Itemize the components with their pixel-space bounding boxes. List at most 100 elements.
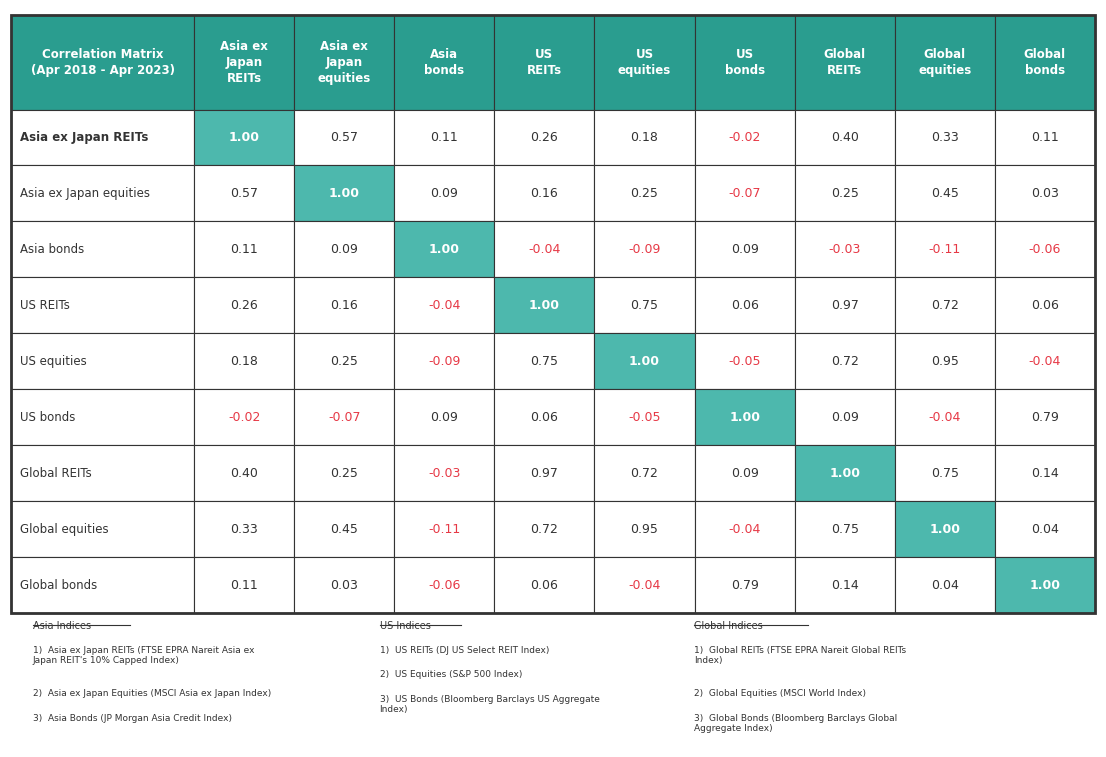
Text: -0.04: -0.04 <box>929 411 961 424</box>
Bar <box>794 166 895 222</box>
Bar <box>11 445 194 501</box>
Text: Global bonds: Global bonds <box>20 578 97 592</box>
Text: 0.26: 0.26 <box>531 131 559 144</box>
Bar <box>11 277 194 333</box>
Text: 0.72: 0.72 <box>531 523 559 536</box>
Text: -0.11: -0.11 <box>428 523 460 536</box>
Bar <box>594 501 695 557</box>
Bar <box>794 445 895 501</box>
Bar <box>11 222 194 277</box>
Text: 0.11: 0.11 <box>230 243 258 256</box>
Bar <box>194 389 294 445</box>
Text: Asia
bonds: Asia bonds <box>425 48 465 76</box>
Text: 0.06: 0.06 <box>531 578 559 592</box>
Bar <box>394 333 494 389</box>
Text: 0.03: 0.03 <box>1031 187 1058 200</box>
Text: 0.26: 0.26 <box>230 299 258 312</box>
Bar <box>594 445 695 501</box>
Bar <box>294 445 394 501</box>
Text: 0.25: 0.25 <box>831 187 858 200</box>
Bar <box>494 166 594 222</box>
Text: Global
bonds: Global bonds <box>1024 48 1066 76</box>
Text: 0.18: 0.18 <box>230 355 258 368</box>
Bar <box>494 15 594 110</box>
Text: 2)  Asia ex Japan Equities (MSCI Asia ex Japan Index): 2) Asia ex Japan Equities (MSCI Asia ex … <box>33 690 271 699</box>
Bar <box>994 166 1095 222</box>
Bar <box>194 557 294 613</box>
Text: 1.00: 1.00 <box>830 467 860 480</box>
Bar <box>394 445 494 501</box>
Bar <box>294 333 394 389</box>
Text: 0.09: 0.09 <box>430 187 458 200</box>
Bar <box>695 166 794 222</box>
Bar <box>394 166 494 222</box>
Bar <box>695 445 794 501</box>
Text: 0.11: 0.11 <box>430 131 458 144</box>
Text: 0.11: 0.11 <box>1031 131 1058 144</box>
Text: 0.09: 0.09 <box>430 411 458 424</box>
Bar <box>895 277 994 333</box>
Text: 1.00: 1.00 <box>629 355 660 368</box>
Text: 1.00: 1.00 <box>529 299 560 312</box>
Bar <box>695 15 794 110</box>
Text: 0.72: 0.72 <box>931 299 959 312</box>
Bar <box>11 166 194 222</box>
Bar <box>594 222 695 277</box>
Bar <box>994 15 1095 110</box>
Bar <box>594 333 695 389</box>
Text: 0.95: 0.95 <box>630 523 658 536</box>
Bar <box>895 445 994 501</box>
Text: Global REITs: Global REITs <box>20 467 92 480</box>
Bar <box>11 110 194 166</box>
Text: Asia bonds: Asia bonds <box>20 243 84 256</box>
Text: US bonds: US bonds <box>20 411 75 424</box>
Bar <box>494 501 594 557</box>
Bar <box>194 333 294 389</box>
Bar <box>394 557 494 613</box>
Bar <box>895 222 994 277</box>
Text: Asia ex
Japan
REITs: Asia ex Japan REITs <box>220 40 268 85</box>
Text: 0.25: 0.25 <box>630 187 658 200</box>
Bar <box>794 389 895 445</box>
Text: 0.11: 0.11 <box>230 578 258 592</box>
Text: 1.00: 1.00 <box>229 131 260 144</box>
Bar <box>394 110 494 166</box>
Text: -0.04: -0.04 <box>1029 355 1061 368</box>
Text: -0.06: -0.06 <box>428 578 460 592</box>
Text: 0.09: 0.09 <box>331 243 358 256</box>
Bar <box>594 166 695 222</box>
Bar <box>794 277 895 333</box>
Bar <box>494 445 594 501</box>
Bar <box>895 333 994 389</box>
Text: 0.57: 0.57 <box>230 187 258 200</box>
Text: 0.40: 0.40 <box>230 467 258 480</box>
Text: US REITs: US REITs <box>20 299 70 312</box>
Text: 3)  US Bonds (Bloomberg Barclays US Aggregate
Index): 3) US Bonds (Bloomberg Barclays US Aggre… <box>379 695 599 715</box>
Text: 1)  US REITs (DJ US Select REIT Index): 1) US REITs (DJ US Select REIT Index) <box>379 646 549 655</box>
Bar <box>494 110 594 166</box>
Bar <box>594 557 695 613</box>
Bar <box>794 110 895 166</box>
Text: 2)  US Equities (S&P 500 Index): 2) US Equities (S&P 500 Index) <box>379 671 522 679</box>
Bar <box>695 110 794 166</box>
Bar <box>695 501 794 557</box>
Bar <box>895 557 994 613</box>
Text: -0.05: -0.05 <box>729 355 761 368</box>
Bar <box>494 333 594 389</box>
Bar <box>11 15 194 110</box>
Text: 0.72: 0.72 <box>630 467 658 480</box>
Text: Global Indices: Global Indices <box>693 621 763 631</box>
Bar <box>594 110 695 166</box>
Text: 0.16: 0.16 <box>531 187 559 200</box>
Text: -0.07: -0.07 <box>328 411 361 424</box>
Text: -0.03: -0.03 <box>828 243 860 256</box>
Text: 0.45: 0.45 <box>931 187 959 200</box>
Bar <box>294 277 394 333</box>
Text: 0.40: 0.40 <box>831 131 858 144</box>
Text: US
bonds: US bonds <box>724 48 764 76</box>
Text: 3)  Global Bonds (Bloomberg Barclays Global
Aggregate Index): 3) Global Bonds (Bloomberg Barclays Glob… <box>693 714 897 734</box>
Bar <box>394 501 494 557</box>
Bar <box>11 557 194 613</box>
Text: 0.33: 0.33 <box>931 131 959 144</box>
Text: -0.05: -0.05 <box>628 411 660 424</box>
